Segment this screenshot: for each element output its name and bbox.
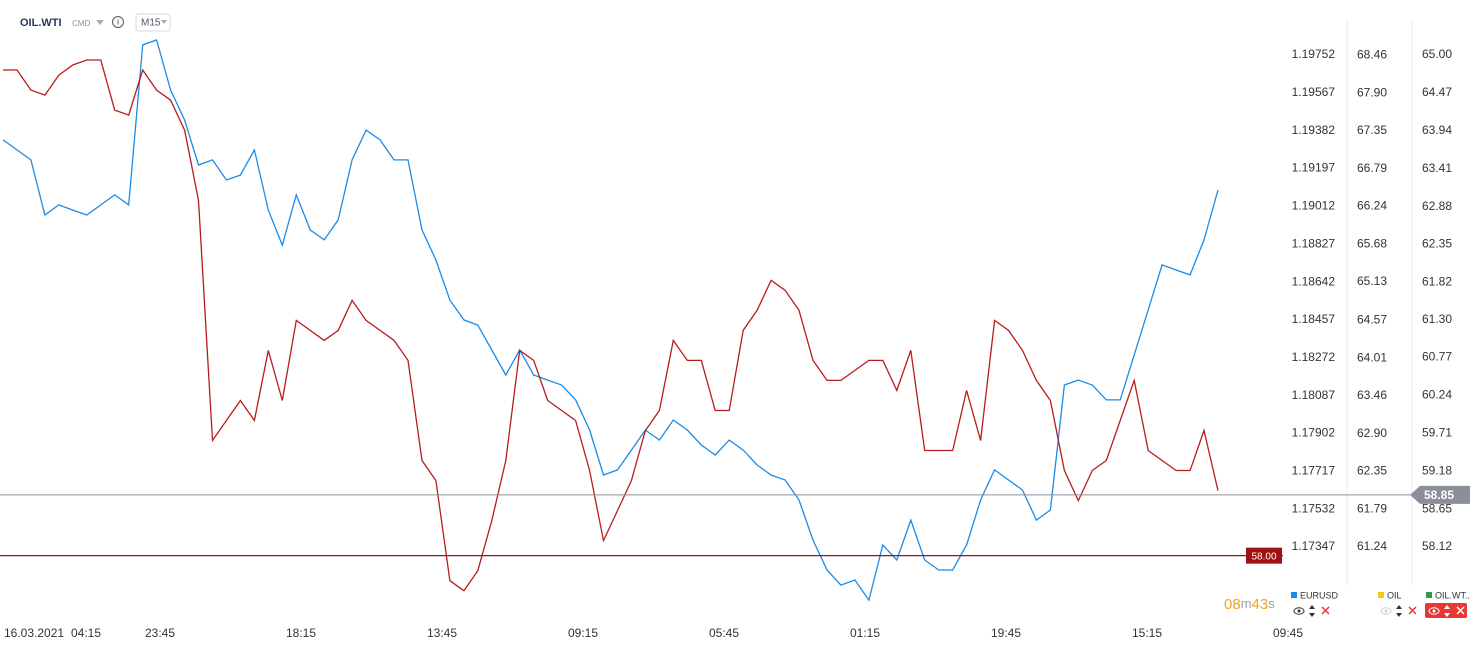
- y-tick-label: 58.65: [1422, 501, 1452, 515]
- order-icon[interactable]: [1309, 605, 1315, 617]
- x-tick-label: 18:15: [286, 626, 316, 640]
- y-tick-label: 62.90: [1357, 426, 1387, 440]
- y-tick-label: 64.01: [1357, 350, 1387, 364]
- market: CMD: [72, 19, 90, 28]
- y-tick-label: 64.57: [1357, 312, 1387, 326]
- y-tick-label: 61.24: [1357, 539, 1387, 553]
- countdown-part: 08: [1224, 596, 1241, 613]
- legend-swatch: [1291, 592, 1297, 598]
- visibility-icon[interactable]: [1428, 607, 1440, 615]
- x-tick-label: 13:45: [427, 626, 457, 640]
- order-icon[interactable]: [1444, 605, 1450, 617]
- y-tick-label: 60.24: [1422, 388, 1452, 402]
- visibility-icon[interactable]: [1293, 607, 1305, 615]
- x-tick-label: 04:15: [71, 626, 101, 640]
- countdown-part: m: [1241, 596, 1252, 611]
- y-tick-label: 60.77: [1422, 350, 1452, 364]
- y-tick-label: 1.18827: [1292, 236, 1336, 250]
- remove-icon[interactable]: [1321, 606, 1330, 615]
- y-tick-label: 1.18272: [1292, 350, 1336, 364]
- date-label: 16.03.2021: [4, 626, 64, 640]
- y-tick-label: 1.18087: [1292, 388, 1336, 402]
- x-tick-label: 15:15: [1132, 626, 1162, 640]
- x-tick-label: 01:15: [850, 626, 880, 640]
- y-tick-label: 61.30: [1422, 312, 1452, 326]
- y-tick-label: 64.47: [1422, 85, 1452, 99]
- y-tick-label: 63.46: [1357, 388, 1387, 402]
- legend-swatch: [1378, 592, 1384, 598]
- y-tick-label: 1.19197: [1292, 161, 1336, 175]
- countdown-part: 43: [1252, 596, 1269, 613]
- y-tick-label: 59.71: [1422, 426, 1452, 440]
- alert-badge: [1246, 547, 1282, 564]
- legend-swatch: [1426, 592, 1432, 598]
- y-tick-label: 61.82: [1422, 275, 1452, 289]
- visibility-pupil: [1297, 609, 1301, 613]
- info-icon[interactable]: [112, 16, 124, 28]
- order-icon[interactable]: [1396, 605, 1402, 617]
- y-tick-label: 65.13: [1357, 274, 1387, 288]
- y-tick-label: 65.68: [1357, 237, 1387, 251]
- remove-icon[interactable]: [1456, 606, 1465, 615]
- y-tick-label: 67.90: [1357, 86, 1387, 100]
- remove-icon[interactable]: [1408, 606, 1417, 615]
- alert-label: 58.00: [1251, 551, 1276, 562]
- y-tick-label: 1.19382: [1292, 123, 1336, 137]
- interval-arrow: [161, 20, 167, 24]
- interval: M15: [141, 18, 161, 29]
- info-i: i: [117, 18, 119, 27]
- legend-label: EURUSD: [1300, 590, 1339, 600]
- y-tick-label: 1.18457: [1292, 312, 1336, 326]
- y-tick-label: 62.35: [1422, 237, 1452, 251]
- y-tick-label: 65.00: [1422, 47, 1452, 61]
- y-tick-label: 62.35: [1357, 463, 1387, 477]
- y-tick-label: 63.94: [1422, 123, 1452, 137]
- last-price-label: 58.85: [1424, 488, 1454, 502]
- y-tick-label: 62.88: [1422, 199, 1452, 213]
- symbol: OIL.WTI: [20, 17, 62, 29]
- y-tick-label: 66.24: [1357, 199, 1387, 213]
- interval-box[interactable]: [135, 13, 171, 32]
- series-line: [2, 39, 1219, 602]
- y-tick-label: 61.79: [1357, 502, 1387, 516]
- y-tick-label: 68.46: [1357, 47, 1387, 61]
- visibility-pupil: [1432, 609, 1436, 613]
- countdown-part: s: [1268, 596, 1275, 611]
- y-tick-label: 1.19012: [1292, 199, 1336, 213]
- y-tick-label: 1.18642: [1292, 274, 1336, 288]
- y-tick-label: 58.12: [1422, 539, 1452, 553]
- x-tick-label: 23:45: [145, 626, 175, 640]
- y-tick-label: 59.18: [1422, 463, 1452, 477]
- last-price-badge: [1410, 485, 1470, 504]
- y-tick-label: 1.17717: [1292, 464, 1336, 478]
- y-tick-label: 66.79: [1357, 161, 1387, 175]
- y-tick-label: 1.17347: [1292, 539, 1336, 553]
- y-tick-label: 1.17532: [1292, 501, 1336, 515]
- legend-label: OIL.WT..: [1435, 590, 1470, 600]
- y-tick-label: 1.19567: [1292, 85, 1336, 99]
- countdown: 08m43s: [1224, 596, 1275, 613]
- x-tick-label: 09:45: [1273, 626, 1303, 640]
- x-tick-label: 09:15: [568, 626, 598, 640]
- plot: [2, 39, 1219, 602]
- x-tick-label: 19:45: [991, 626, 1021, 640]
- y-tick-label: 1.17902: [1292, 426, 1336, 440]
- y-tick-label: 67.35: [1357, 123, 1387, 137]
- series-line: [3, 59, 1219, 592]
- legend-label: OIL: [1387, 590, 1402, 600]
- x-tick-label: 05:45: [709, 626, 739, 640]
- y-tick-label: 63.41: [1422, 161, 1452, 175]
- dropdown-icon[interactable]: [96, 20, 104, 25]
- visibility-pupil: [1384, 609, 1388, 613]
- visibility-icon[interactable]: [1380, 607, 1392, 615]
- y-tick-label: 1.19752: [1292, 47, 1336, 61]
